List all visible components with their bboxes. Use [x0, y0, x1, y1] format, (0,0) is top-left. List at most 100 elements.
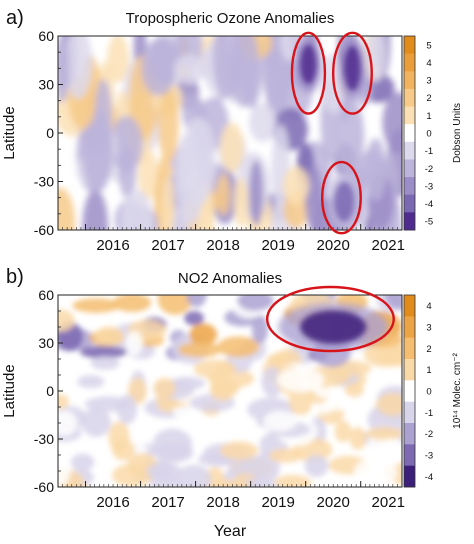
- colorbar-swatch: [404, 141, 415, 160]
- highlight-circle: [331, 31, 373, 115]
- x-tick-label: 2021: [372, 237, 405, 254]
- y-tick-label: 60: [38, 28, 54, 44]
- panel-a-label: a): [6, 7, 24, 29]
- panel-b-title: NO2 Anomalies: [178, 270, 282, 287]
- colorbar-swatch: [404, 36, 415, 55]
- colorbar-tick-label: 2: [426, 93, 431, 104]
- y-tick-label: 0: [46, 125, 54, 141]
- anomaly-blob: [64, 36, 93, 100]
- colorbar-tick-label: 0: [426, 129, 431, 140]
- anomaly-blob: [160, 174, 175, 230]
- colorbar-swatch: [404, 444, 415, 467]
- anomaly-blob: [251, 314, 269, 344]
- anomaly-blob: [237, 295, 274, 311]
- colorbar-tick-label: 5: [426, 40, 431, 51]
- colorbar-swatch: [404, 401, 415, 424]
- x-tick-label: 2018: [206, 494, 239, 511]
- anomaly-blob: [229, 36, 259, 108]
- anomaly-feature-core: [334, 181, 355, 222]
- anomaly-blob: [111, 463, 153, 487]
- anomaly-blob: [282, 166, 310, 204]
- colorbar-swatch: [404, 159, 415, 178]
- anomaly-blob: [107, 36, 130, 83]
- colorbar-swatch: [404, 295, 415, 317]
- anomaly-blob: [157, 295, 193, 315]
- anomaly-feature-core: [300, 310, 367, 344]
- y-tick-label: -30: [34, 431, 54, 447]
- anomaly-blob: [233, 177, 249, 228]
- anomaly-blob: [210, 479, 251, 487]
- anomaly-blob: [153, 442, 194, 463]
- anomaly-blob: [335, 97, 365, 176]
- anomaly-blob: [113, 295, 152, 313]
- y-tick-label: -60: [34, 222, 54, 238]
- anomaly-blob: [58, 393, 70, 410]
- colorbar-swatch: [404, 465, 415, 488]
- anomaly-blob: [216, 173, 231, 216]
- anomaly-blob: [304, 164, 324, 230]
- anomaly-blob: [366, 426, 402, 441]
- panel-a-ylabel: Latitude: [1, 106, 18, 159]
- anomaly-blob: [58, 460, 70, 487]
- colorbar-swatch: [404, 380, 415, 403]
- anomaly-blob: [319, 396, 358, 411]
- anomaly-blob: [141, 38, 177, 96]
- anomaly-blob: [176, 135, 199, 191]
- y-tick-label: 60: [38, 287, 54, 303]
- panel-a-field: [58, 36, 402, 230]
- anomaly-blob: [334, 420, 352, 443]
- anomaly-blob: [365, 137, 387, 201]
- anomaly-blob: [186, 295, 207, 308]
- colorbar-swatch: [404, 316, 415, 339]
- colorbar-tick-label: -3: [425, 451, 433, 462]
- anomaly-blob: [248, 160, 264, 226]
- colorbar-tick-label: 3: [426, 76, 431, 87]
- x-tick-label: 2018: [206, 237, 239, 254]
- x-tick-label: 2019: [261, 494, 294, 511]
- anomaly-blob: [265, 52, 287, 120]
- anomaly-blob: [385, 295, 402, 310]
- colorbar-b-label: 10¹⁴ Molec. cm⁻²: [452, 352, 463, 428]
- colorbar-swatch: [404, 71, 415, 90]
- colorbar-tick-label: 1: [426, 111, 431, 122]
- anomaly-blob: [263, 410, 297, 432]
- x-tick-label: 2020: [317, 237, 350, 254]
- highlight-circle: [320, 160, 362, 235]
- x-tick-label: 2017: [151, 237, 184, 254]
- anomaly-blob: [304, 454, 329, 478]
- y-tick-label: -60: [34, 479, 54, 495]
- y-tick-label: 30: [38, 77, 54, 93]
- x-tick-label: 2019: [261, 237, 294, 254]
- anomaly-blob: [277, 367, 325, 393]
- colorbar-frame: [403, 35, 416, 231]
- anomaly-blob: [193, 359, 236, 379]
- anomaly-blob: [70, 453, 95, 472]
- colorbar-tick-label: 0: [426, 387, 431, 398]
- highlight-circle: [290, 31, 327, 115]
- anomaly-blob: [153, 377, 176, 399]
- colorbar-tick-label: 1: [426, 365, 431, 376]
- panel-a-title: Tropospheric Ozone Anomalies: [126, 10, 335, 27]
- anomaly-blob: [189, 323, 218, 347]
- anomaly-blob: [209, 378, 237, 402]
- anomaly-blob: [375, 345, 402, 367]
- anomaly-blob: [349, 426, 367, 451]
- y-tick-label: 30: [38, 335, 54, 351]
- colorbar-tick-label: -4: [425, 472, 433, 483]
- x-tick-label: 2016: [96, 237, 129, 254]
- anomaly-blob: [175, 464, 212, 487]
- colorbar-frame: [403, 294, 416, 488]
- anomaly-blob: [350, 410, 369, 433]
- panel-b-label: b): [6, 266, 24, 288]
- anomaly-blob: [365, 36, 387, 82]
- y-tick-label: 0: [46, 383, 54, 399]
- anomaly-blob: [376, 438, 402, 466]
- anomaly-blob: [58, 309, 75, 332]
- colorbar-tick-label: -1: [425, 408, 433, 419]
- anomaly-blob: [344, 383, 364, 398]
- colorbar-tick-label: 2: [426, 344, 431, 355]
- colorbar-tick-label: -2: [425, 164, 433, 175]
- anomaly-blob: [220, 441, 259, 460]
- anomaly-blob: [220, 122, 244, 173]
